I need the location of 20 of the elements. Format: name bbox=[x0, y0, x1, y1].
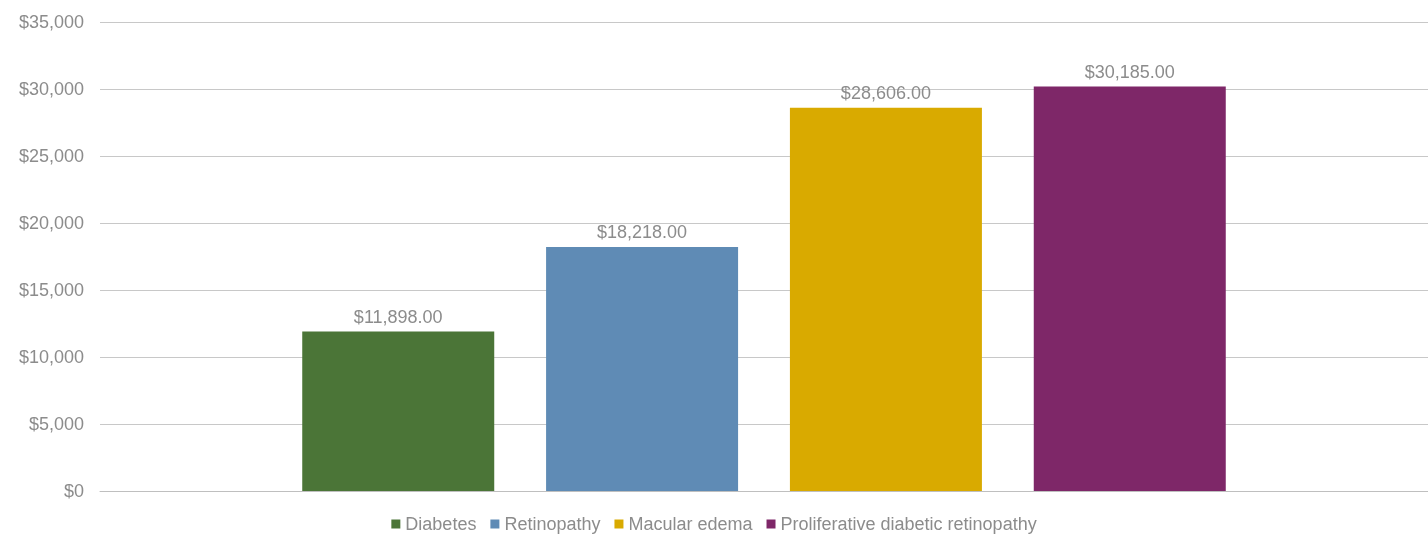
y-tick-label: $35,000 bbox=[18, 12, 84, 32]
y-tick-label: $5,000 bbox=[28, 414, 84, 434]
data-label: $11,898.00 bbox=[353, 306, 443, 327]
y-tick-label: $25,000 bbox=[18, 146, 84, 166]
bar bbox=[1033, 86, 1226, 491]
bar bbox=[789, 107, 982, 491]
y-tick-label: $15,000 bbox=[18, 280, 84, 300]
legend-label: Retinopathy bbox=[504, 514, 601, 534]
data-label: $30,185.00 bbox=[1084, 61, 1175, 82]
bar bbox=[302, 331, 495, 491]
bar bbox=[546, 246, 739, 491]
data-label: $18,218.00 bbox=[597, 221, 688, 242]
legend-label: Diabetes bbox=[405, 514, 477, 534]
data-label: $28,606.00 bbox=[840, 82, 931, 103]
y-tick-label: $20,000 bbox=[18, 213, 84, 233]
y-tick-label: $0 bbox=[63, 481, 84, 501]
legend-label: Macular edema bbox=[628, 514, 754, 534]
legend-label: Proliferative diabetic retinopathy bbox=[780, 514, 1037, 534]
y-tick-label: $10,000 bbox=[18, 347, 84, 367]
y-tick-label: $30,000 bbox=[18, 79, 84, 99]
